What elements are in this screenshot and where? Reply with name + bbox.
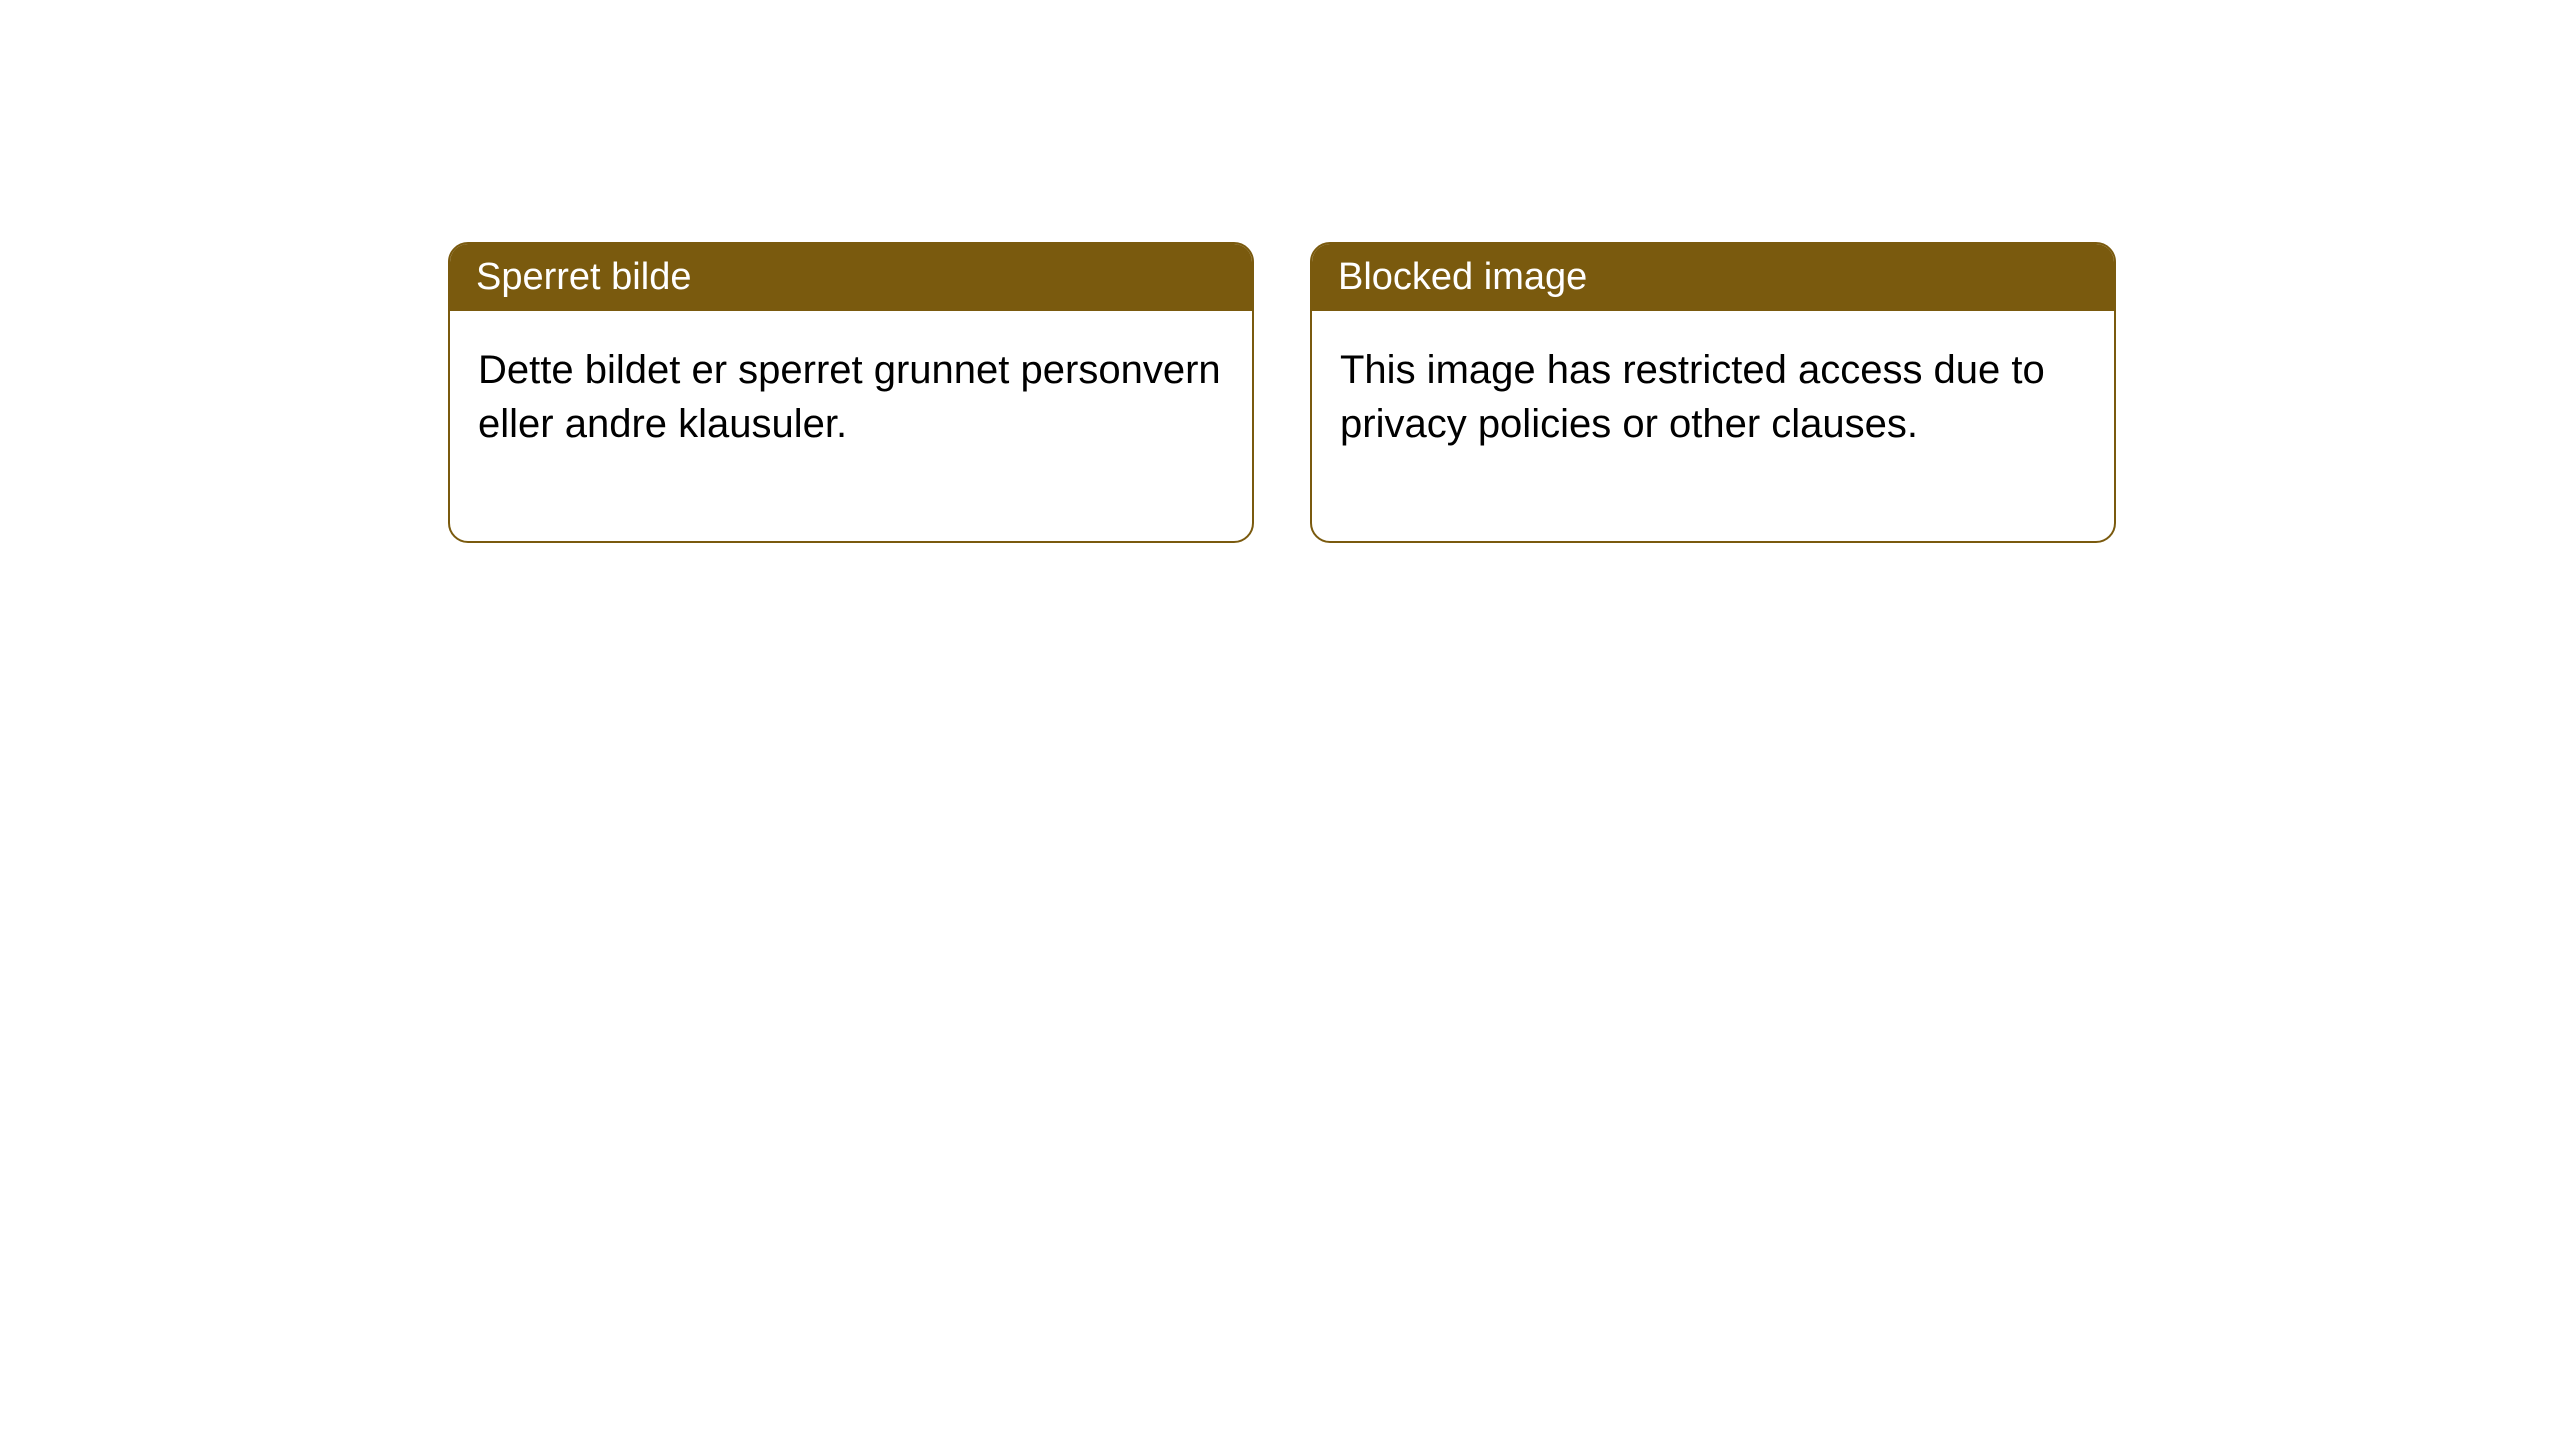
card-header: Blocked image	[1312, 244, 2114, 311]
card-header: Sperret bilde	[450, 244, 1252, 311]
card-message: Dette bildet er sperret grunnet personve…	[478, 348, 1221, 446]
blocked-image-card-norwegian: Sperret bilde Dette bildet er sperret gr…	[448, 242, 1254, 543]
card-title: Sperret bilde	[476, 256, 691, 298]
blocked-image-card-english: Blocked image This image has restricted …	[1310, 242, 2116, 543]
card-message: This image has restricted access due to …	[1340, 348, 2045, 446]
card-title: Blocked image	[1338, 256, 1587, 298]
card-body: Dette bildet er sperret grunnet personve…	[450, 311, 1252, 541]
blocked-image-cards-container: Sperret bilde Dette bildet er sperret gr…	[448, 242, 2116, 543]
card-body: This image has restricted access due to …	[1312, 311, 2114, 541]
